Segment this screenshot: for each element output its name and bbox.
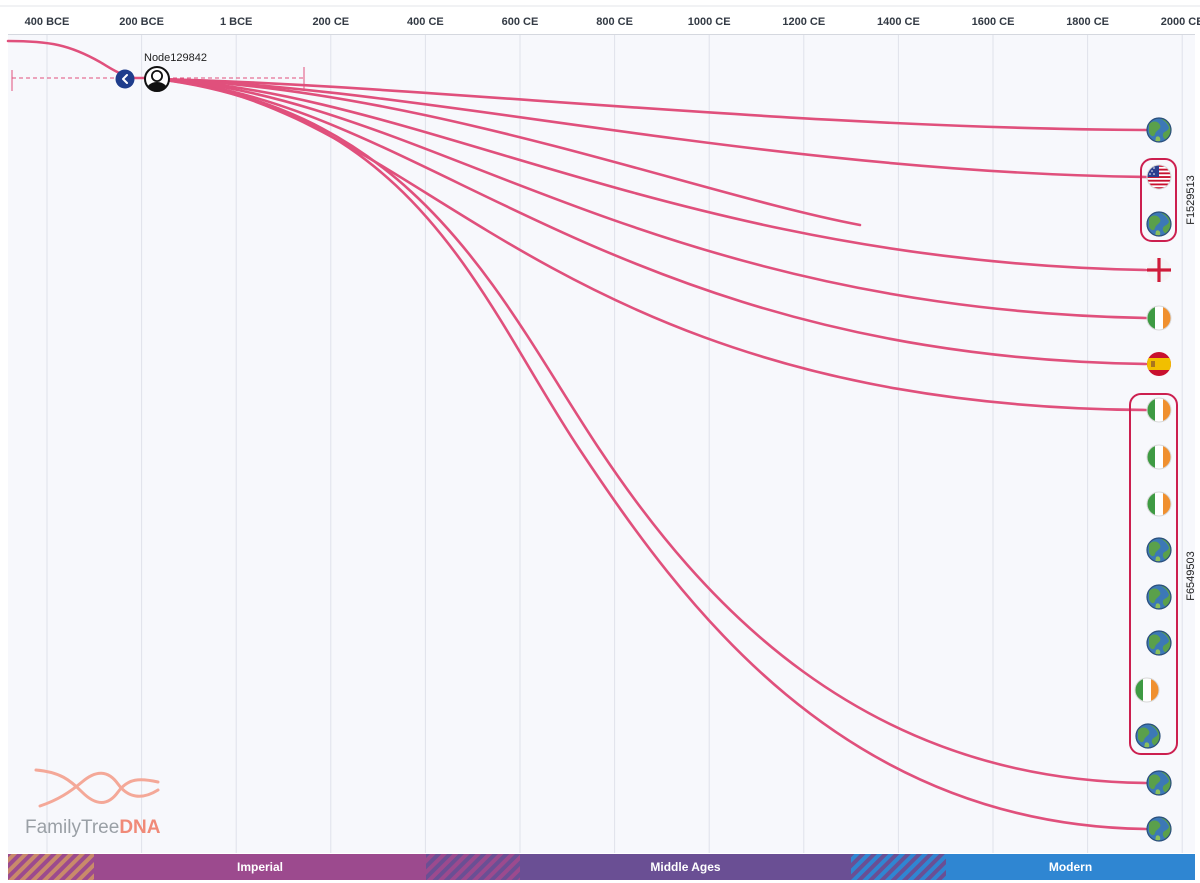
- descendant-branches: [155, 77, 1148, 831]
- tip-13-flag-ireland-icon[interactable]: [1134, 677, 1160, 703]
- tip-7-flag-ireland-icon[interactable]: [1146, 397, 1172, 423]
- tip-9-flag-ireland-icon[interactable]: [1146, 491, 1172, 517]
- tip-8-flag-ireland-icon[interactable]: [1146, 444, 1172, 470]
- axis-tick-400-ce: 400 CE: [407, 16, 444, 28]
- tip-1-globe-icon[interactable]: [1146, 117, 1173, 143]
- tip-16-globe-icon[interactable]: [1146, 816, 1173, 842]
- group-bracket-f1529513[interactable]: [1140, 158, 1177, 242]
- branch-line-6: [155, 77, 1148, 366]
- time-axis: 400 BCE 200 BCE 1 BCE 200 CE 400 CE 600 CE 800…: [25, 16, 1200, 28]
- root-node[interactable]: [144, 66, 170, 100]
- axis-tick-2000-ce: 2000 CE: [1161, 16, 1200, 28]
- branch-line-1: [155, 77, 1148, 132]
- branch-line-4: [155, 77, 1148, 272]
- tip-10-globe-icon[interactable]: [1146, 537, 1173, 563]
- branch-line-5: [155, 77, 1148, 320]
- tip-14-globe-icon[interactable]: [1135, 723, 1162, 749]
- tip-5-flag-ireland-icon[interactable]: [1146, 305, 1172, 331]
- branch-line-3: [155, 77, 862, 227]
- tip-6-flag-spain-icon[interactable]: [1147, 352, 1171, 376]
- axis-tick-1400-ce: 1400 CE: [877, 16, 920, 28]
- tip-15-globe-icon[interactable]: [1146, 770, 1173, 796]
- dna-helix-icon: [34, 768, 160, 808]
- tip-12-globe-icon[interactable]: [1146, 630, 1173, 656]
- person-silhouette-icon: [146, 70, 168, 91]
- axis-tick-200-bce: 200 BCE: [119, 16, 164, 28]
- tip-2-flag-usa-icon[interactable]: [1146, 164, 1172, 190]
- chevron-left-icon: [122, 74, 128, 84]
- root-node-label: Node129842: [144, 52, 207, 64]
- era-bar: Imperial Middle Ages Modern: [8, 854, 1195, 880]
- group-label-f1529513: F1529513: [1185, 175, 1197, 225]
- era-segment-imperial: [94, 854, 426, 880]
- era-label-modern: Modern: [1049, 860, 1092, 874]
- era-label-imperial: Imperial: [237, 860, 283, 874]
- branch-tips: [1134, 117, 1173, 842]
- era-segment-transition-1: [8, 854, 94, 880]
- branch-line-2: [155, 77, 1148, 179]
- axis-tick-1-bce: 1 BCE: [220, 16, 252, 28]
- axis-tick-1800-ce: 1800 CE: [1066, 16, 1109, 28]
- era-segment-transition-3: [426, 854, 520, 880]
- era-segment-middle-ages: [520, 854, 851, 880]
- era-segment-modern: [946, 854, 1195, 880]
- axis-tick-1000-ce: 1000 CE: [688, 16, 731, 28]
- logo-wordmark: FamilyTreeDNA: [25, 817, 161, 838]
- axis-tick-400-bce: 400 BCE: [25, 16, 70, 28]
- axis-tick-600-ce: 600 CE: [502, 16, 539, 28]
- axis-tick-200-ce: 200 CE: [312, 16, 349, 28]
- haplogroup-brackets: F1529513 F6549503: [1129, 158, 1197, 755]
- branch-line-16: [155, 77, 1148, 831]
- group-label-f6549503: F6549503: [1185, 551, 1197, 601]
- tip-4-flag-england-icon[interactable]: [1147, 258, 1171, 282]
- collapse-node-button[interactable]: [115, 69, 135, 89]
- logo-word-light: FamilyTree: [25, 817, 119, 838]
- tip-3-globe-icon[interactable]: [1146, 211, 1173, 237]
- axis-tick-1200-ce: 1200 CE: [782, 16, 825, 28]
- era-segment-transition-5: [851, 854, 946, 880]
- familytreedna-logo: FamilyTreeDNA: [25, 768, 161, 838]
- branch-line-15: [155, 77, 1148, 785]
- axis-tick-800-ce: 800 CE: [596, 16, 633, 28]
- group-bracket-f6549503[interactable]: [1129, 393, 1178, 755]
- tip-11-globe-icon[interactable]: [1146, 584, 1173, 610]
- logo-word-bold: DNA: [119, 817, 160, 838]
- era-label-middle-ages: Middle Ages: [650, 860, 721, 874]
- axis-tick-1600-ce: 1600 CE: [972, 16, 1015, 28]
